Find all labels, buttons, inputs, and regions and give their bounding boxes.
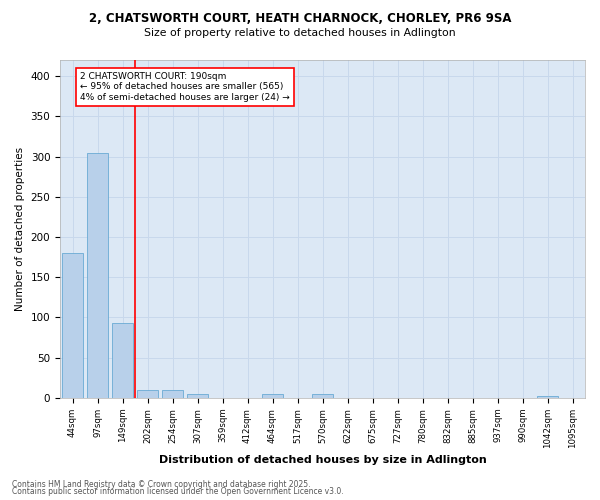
Bar [312, 394, 333, 398]
Text: Contains public sector information licensed under the Open Government Licence v3: Contains public sector information licen… [12, 488, 344, 496]
Text: 2, CHATSWORTH COURT, HEATH CHARNOCK, CHORLEY, PR6 9SA: 2, CHATSWORTH COURT, HEATH CHARNOCK, CHO… [89, 12, 511, 26]
Bar [112, 323, 133, 398]
Bar [137, 390, 158, 398]
Bar [537, 396, 558, 398]
X-axis label: Distribution of detached houses by size in Adlington: Distribution of detached houses by size … [158, 455, 487, 465]
Bar [162, 390, 183, 398]
Text: Contains HM Land Registry data © Crown copyright and database right 2025.: Contains HM Land Registry data © Crown c… [12, 480, 311, 489]
Bar [62, 253, 83, 398]
Bar [187, 394, 208, 398]
Text: Size of property relative to detached houses in Adlington: Size of property relative to detached ho… [144, 28, 456, 38]
Bar [87, 152, 108, 398]
Y-axis label: Number of detached properties: Number of detached properties [15, 147, 25, 311]
Text: 2 CHATSWORTH COURT: 190sqm
← 95% of detached houses are smaller (565)
4% of semi: 2 CHATSWORTH COURT: 190sqm ← 95% of deta… [80, 72, 290, 102]
Bar [262, 394, 283, 398]
